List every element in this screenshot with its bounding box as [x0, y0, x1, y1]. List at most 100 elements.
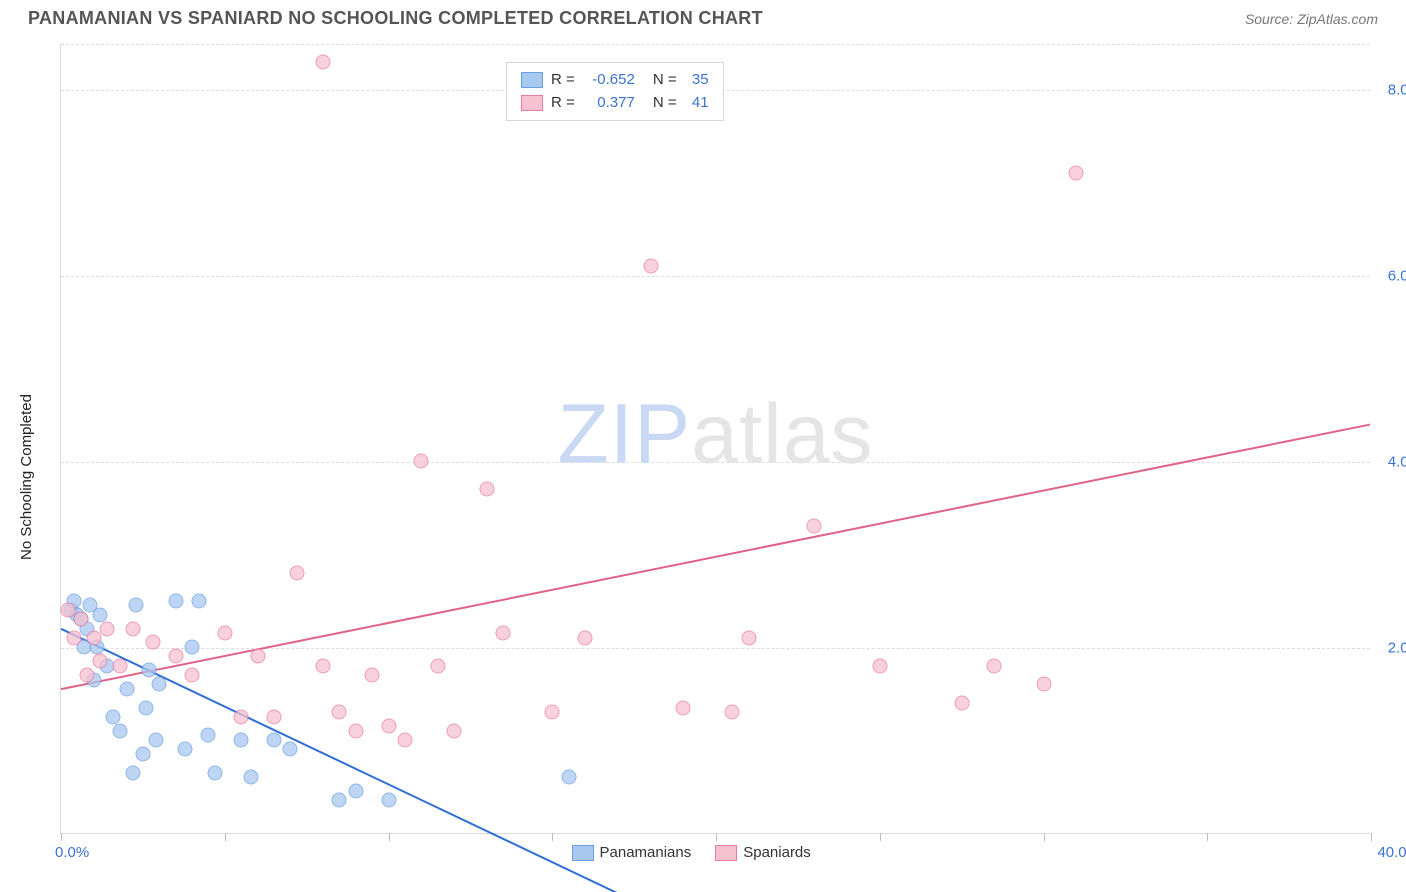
data-point: [234, 709, 249, 724]
stats-box: R = -0.652 N = 35R = 0.377 N = 41: [506, 62, 724, 121]
stat-n-value: 35: [685, 69, 709, 92]
trend-lines: [61, 44, 1370, 833]
data-point: [741, 630, 756, 645]
data-point: [201, 728, 216, 743]
gridline: [61, 44, 1370, 45]
legend-swatch: [521, 72, 543, 88]
x-tick: [880, 833, 881, 841]
x-max-label: 40.0%: [1377, 844, 1406, 861]
y-axis-label: No Schooling Completed: [18, 394, 35, 560]
data-point: [106, 709, 121, 724]
x-tick: [1207, 833, 1208, 841]
x-tick: [225, 833, 226, 841]
stat-r-label: R =: [551, 92, 575, 115]
data-point: [561, 770, 576, 785]
data-point: [578, 630, 593, 645]
data-point: [1036, 677, 1051, 692]
stat-r-value: -0.652: [583, 69, 635, 92]
gridline: [61, 276, 1370, 277]
legend-label: Spaniards: [743, 844, 811, 861]
x-tick: [1044, 833, 1045, 841]
data-point: [99, 621, 114, 636]
data-point: [447, 723, 462, 738]
data-point: [1069, 166, 1084, 181]
stats-row: R = -0.652 N = 35: [521, 69, 709, 92]
chart-title: PANAMANIAN VS SPANIARD NO SCHOOLING COMP…: [28, 8, 763, 29]
data-point: [397, 733, 412, 748]
data-point: [207, 765, 222, 780]
data-point: [168, 593, 183, 608]
legend-swatch: [572, 845, 594, 861]
data-point: [234, 733, 249, 748]
data-point: [119, 681, 134, 696]
data-point: [145, 635, 160, 650]
data-point: [129, 598, 144, 613]
data-point: [142, 663, 157, 678]
data-point: [112, 658, 127, 673]
data-point: [381, 793, 396, 808]
data-point: [168, 649, 183, 664]
data-point: [126, 765, 141, 780]
data-point: [126, 621, 141, 636]
stat-r-value: 0.377: [583, 92, 635, 115]
data-point: [381, 719, 396, 734]
data-point: [365, 668, 380, 683]
x-tick: [61, 833, 62, 841]
data-point: [316, 658, 331, 673]
data-point: [332, 793, 347, 808]
data-point: [86, 630, 101, 645]
data-point: [217, 626, 232, 641]
x-tick: [716, 833, 717, 841]
data-point: [496, 626, 511, 641]
data-point: [348, 723, 363, 738]
data-point: [112, 723, 127, 738]
legend-swatch: [521, 95, 543, 111]
data-point: [266, 733, 281, 748]
stats-row: R =0.377N =41: [521, 92, 709, 115]
data-point: [414, 454, 429, 469]
gridline: [61, 462, 1370, 463]
data-point: [93, 654, 108, 669]
data-point: [643, 259, 658, 274]
data-point: [289, 565, 304, 580]
data-point: [178, 742, 193, 757]
data-point: [148, 733, 163, 748]
y-tick-label: 2.0%: [1388, 640, 1406, 657]
data-point: [332, 705, 347, 720]
data-point: [139, 700, 154, 715]
data-point: [93, 607, 108, 622]
data-point: [807, 519, 822, 534]
data-point: [73, 612, 88, 627]
data-point: [545, 705, 560, 720]
x-tick: [389, 833, 390, 841]
data-point: [80, 668, 95, 683]
stat-n-label: N =: [653, 69, 677, 92]
watermark: ZIPatlas: [557, 385, 873, 482]
data-point: [725, 705, 740, 720]
data-point: [954, 695, 969, 710]
data-point: [283, 742, 298, 757]
data-point: [316, 54, 331, 69]
data-point: [243, 770, 258, 785]
x-min-label: 0.0%: [55, 844, 89, 861]
data-point: [676, 700, 691, 715]
data-point: [185, 668, 200, 683]
x-tick: [1371, 833, 1372, 841]
data-point: [191, 593, 206, 608]
y-tick-label: 8.0%: [1388, 82, 1406, 99]
data-point: [987, 658, 1002, 673]
data-point: [348, 784, 363, 799]
data-point: [872, 658, 887, 673]
data-point: [185, 640, 200, 655]
data-point: [479, 482, 494, 497]
data-point: [135, 747, 150, 762]
y-tick-label: 4.0%: [1388, 454, 1406, 471]
data-point: [152, 677, 167, 692]
stat-n-value: 41: [685, 92, 709, 115]
x-tick: [552, 833, 553, 841]
data-point: [67, 630, 82, 645]
stat-r-label: R =: [551, 69, 575, 92]
y-tick-label: 6.0%: [1388, 268, 1406, 285]
legend: Panamanians Spaniards: [572, 844, 811, 861]
legend-label: Panamanians: [600, 844, 692, 861]
